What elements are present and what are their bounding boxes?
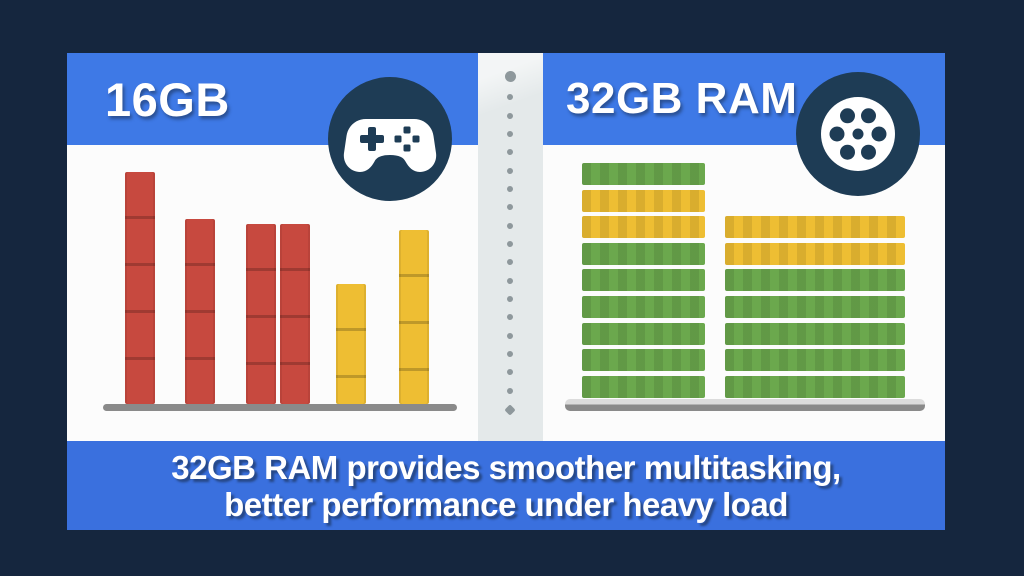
gamepad-icon [328,77,452,201]
left-chart-baseline [103,404,457,411]
memory-row-green-s1-r1 [582,163,705,185]
divider-dot-small [507,314,513,321]
divider-dot-small [507,387,513,394]
bar-red-1 [125,172,155,404]
bar-yellow-5 [336,284,366,404]
divider-dot-large [504,71,516,82]
caption-banner: 32GB RAM provides smoother multitasking,… [67,441,945,530]
comparison-card: 16GB 32GB RAM [67,53,945,530]
film-reel-icon [796,72,920,196]
caption-line-2: better performance under heavy load [224,485,788,523]
memory-row-green-s2-r6 [725,349,905,371]
right-chart-baseline [565,399,925,411]
divider-diamond [504,404,516,416]
divider-strip [478,53,543,441]
divider-dot-small [507,112,513,119]
divider-dot-small [507,130,513,137]
divider-dotted-line [504,71,516,416]
bar-yellow-6 [399,230,429,404]
divider-dot-small [507,94,513,101]
memory-row-green-s2-r4 [725,296,905,318]
memory-row-green-s2-r3 [725,269,905,291]
memory-row-yellow-s2-r1 [725,216,905,238]
divider-dot-small [507,295,513,302]
memory-row-green-s2-r5 [725,323,905,345]
right-panel-title: 32GB RAM [566,74,798,123]
memory-row-green-s1-r4 [582,243,705,265]
divider-dot-small [507,332,513,339]
memory-row-green-s1-r9 [582,376,705,398]
memory-row-green-s1-r6 [582,296,705,318]
memory-row-green-s1-r8 [582,349,705,371]
bar-red-4 [280,224,310,404]
caption-line-1: 32GB RAM provides smoother multitasking, [171,448,841,486]
divider-dot-small [507,369,513,376]
divider-dot-small [507,167,513,174]
bar-red-3 [246,224,276,404]
memory-row-yellow-s2-r2 [725,243,905,265]
left-panel-title: 16GB [105,72,230,126]
divider-dot-small [507,277,513,284]
divider-dot-small [507,259,513,266]
divider-dot-small [507,149,513,156]
divider-dot-small [507,185,513,192]
memory-row-yellow-s1-r2 [582,190,705,212]
divider-dot-small [507,204,513,211]
memory-row-yellow-s1-r3 [582,216,705,238]
memory-row-green-s1-r5 [582,269,705,291]
divider-dot-small [507,240,513,247]
bar-red-2 [185,219,215,404]
memory-row-green-s1-r7 [582,323,705,345]
divider-dot-small [507,350,513,357]
memory-row-green-s2-r7 [725,376,905,398]
divider-dot-small [507,222,513,229]
